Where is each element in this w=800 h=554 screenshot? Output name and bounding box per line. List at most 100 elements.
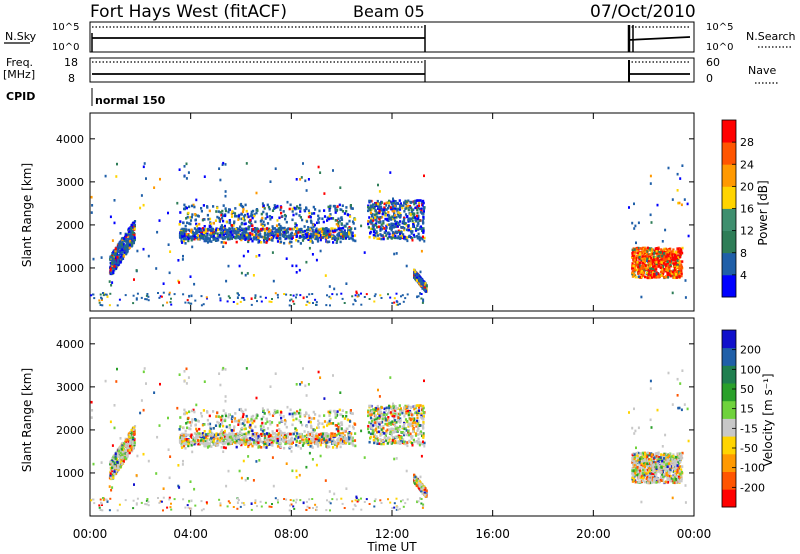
echo-cell bbox=[421, 237, 424, 241]
echo-cell bbox=[250, 427, 253, 431]
echo-cell bbox=[415, 276, 418, 279]
echo-cell bbox=[193, 205, 196, 209]
echo-cell bbox=[182, 426, 185, 430]
echo-cell bbox=[376, 225, 379, 229]
echo-cell bbox=[631, 221, 634, 225]
echo-cell bbox=[292, 418, 295, 422]
echo-cell bbox=[247, 235, 250, 239]
echo-cell bbox=[179, 220, 182, 223]
echo-cell bbox=[117, 455, 120, 458]
echo-cell bbox=[643, 268, 646, 272]
echo-cell bbox=[352, 427, 355, 430]
echo-cell bbox=[283, 446, 286, 450]
echo-cell bbox=[121, 453, 124, 456]
echo-cell bbox=[204, 235, 207, 238]
echo-cell bbox=[311, 446, 314, 449]
echo-cell bbox=[114, 452, 117, 455]
echo-cell bbox=[290, 445, 293, 449]
echo-cell bbox=[374, 218, 377, 221]
echo-cell bbox=[391, 209, 394, 212]
echo-cell bbox=[228, 233, 232, 237]
echo-cell bbox=[394, 202, 397, 206]
echo-cell bbox=[251, 438, 254, 441]
echo-cell bbox=[392, 197, 394, 201]
echo-cell bbox=[334, 229, 337, 232]
echo-cell bbox=[143, 162, 146, 165]
echo-cell bbox=[651, 265, 655, 268]
echo-cell bbox=[308, 211, 311, 215]
echo-cell bbox=[235, 445, 238, 449]
y-tick-label: 1000 bbox=[56, 262, 84, 275]
echo-cell bbox=[349, 204, 352, 207]
echo-cell bbox=[329, 204, 332, 208]
echo-cell bbox=[220, 224, 223, 227]
echo-cell bbox=[224, 163, 227, 166]
echo-cell bbox=[297, 228, 300, 232]
echo-cell bbox=[130, 436, 133, 439]
echo-cell bbox=[318, 217, 321, 220]
echo-cell bbox=[631, 275, 634, 278]
echo-cell bbox=[240, 217, 243, 221]
echo-cell bbox=[298, 214, 301, 217]
noise-sky-trace bbox=[92, 36, 691, 41]
echo-cell bbox=[391, 217, 395, 221]
echo-cell bbox=[417, 276, 420, 280]
echo-cell bbox=[266, 203, 269, 207]
echo-cell bbox=[295, 293, 298, 296]
echo-cell bbox=[233, 227, 236, 231]
echo-cell bbox=[212, 205, 215, 208]
echo-cell bbox=[249, 235, 252, 239]
echo-cell bbox=[325, 236, 328, 240]
echo-cell bbox=[636, 260, 639, 264]
echo-cell bbox=[415, 214, 418, 218]
echo-cell bbox=[642, 263, 645, 267]
echo-cell bbox=[312, 435, 315, 439]
echo-cell bbox=[390, 227, 393, 230]
echo-cell bbox=[368, 298, 371, 300]
echo-cell bbox=[268, 300, 271, 303]
echo-cell bbox=[345, 282, 348, 285]
echo-cell bbox=[196, 439, 200, 442]
echo-cell bbox=[123, 251, 126, 254]
echo-cell bbox=[183, 227, 186, 231]
echo-cell bbox=[400, 231, 403, 234]
echo-cell bbox=[328, 240, 331, 244]
echo-cell bbox=[388, 201, 391, 205]
echo-cell bbox=[305, 220, 309, 223]
echo-cell bbox=[329, 304, 331, 307]
echo-cell bbox=[140, 296, 143, 299]
echo-cell bbox=[223, 431, 226, 434]
echo-cell bbox=[242, 437, 245, 440]
echo-cell bbox=[393, 204, 396, 207]
echo-cell bbox=[409, 230, 413, 233]
echo-cell bbox=[369, 230, 372, 234]
echo-cell bbox=[281, 233, 284, 237]
echo-cell bbox=[217, 210, 220, 213]
echo-cell bbox=[224, 230, 227, 234]
echo-cell bbox=[650, 263, 654, 267]
echo-cell bbox=[293, 437, 297, 441]
echo-cell bbox=[299, 412, 302, 415]
echo-cell bbox=[222, 233, 225, 237]
echo-cell bbox=[348, 230, 351, 234]
echo-cell bbox=[680, 274, 683, 278]
echo-cell bbox=[194, 299, 197, 302]
echo-cell bbox=[679, 177, 682, 180]
echo-cell bbox=[133, 238, 136, 242]
echo-cell bbox=[399, 204, 402, 207]
echo-cell bbox=[162, 282, 165, 285]
echo-cell bbox=[388, 223, 391, 226]
echo-cell bbox=[270, 421, 274, 424]
echo-cell bbox=[240, 227, 243, 230]
echo-cell bbox=[232, 301, 235, 303]
echo-cell bbox=[416, 236, 419, 240]
echo-cell bbox=[310, 221, 313, 224]
echo-cell bbox=[398, 205, 402, 209]
colorbar-swatch bbox=[722, 142, 736, 165]
echo-cell bbox=[406, 204, 410, 208]
echo-cell bbox=[369, 208, 372, 212]
echo-cell bbox=[680, 203, 683, 207]
echo-cell bbox=[302, 162, 304, 165]
echo-cell bbox=[350, 207, 353, 210]
echo-cell bbox=[237, 292, 239, 295]
